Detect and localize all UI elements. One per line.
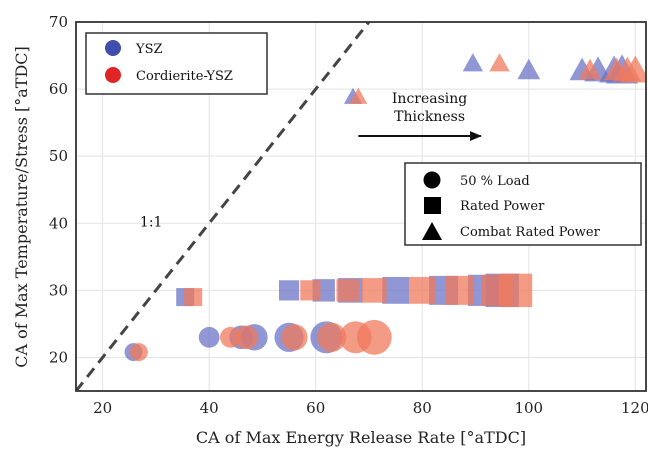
y-tick-label: 70: [49, 13, 68, 31]
legend-load: 50 % Load Rated Power Combat Rated Power: [404, 162, 642, 246]
cordierite-ysz-triangle-point: [620, 55, 646, 83]
cordierite-ysz-square-point: [498, 273, 533, 308]
x-tick-label: 40: [200, 399, 219, 417]
x-tick-label: 120: [621, 399, 648, 417]
x-tick-label: 80: [413, 399, 432, 417]
cordierite-ysz-square-point: [445, 275, 475, 305]
x-tick-label: 60: [306, 399, 325, 417]
axis-ticks: 20 40 60 80 100 120 20 30 40 50 60 70: [49, 13, 648, 417]
y-axis-label: CA of Max Temperature/Stress [°aTDC]: [12, 46, 31, 368]
ysz-triangle-point: [517, 58, 541, 80]
grid: [76, 21, 646, 391]
y-tick-label: 30: [49, 281, 68, 299]
y-tick-label: 50: [49, 147, 68, 165]
reference-line-label: 1:1: [140, 215, 163, 231]
cordierite-ysz-circle-point: [281, 324, 308, 351]
cordierite-ysz-circle-point: [234, 325, 259, 350]
cordierite-ysz-square-point: [184, 288, 203, 307]
x-tick-label: 100: [514, 399, 543, 417]
legend-circle-marker-icon: [423, 171, 441, 189]
cordierite-ysz-square-point: [300, 280, 321, 301]
cordierite-ysz-square-point: [362, 278, 387, 303]
arrow-annotation-line1: Increasing: [392, 91, 467, 107]
legend-cordierite-label: Cordierite-YSZ: [136, 69, 233, 84]
ysz-square-point: [382, 276, 410, 304]
cordierite-ysz-circle-point: [220, 326, 241, 348]
y-tick-label: 60: [49, 80, 68, 98]
one-to-one-line: [76, 22, 371, 391]
cordierite-ysz-circle-point: [129, 343, 148, 362]
arrow-annotation-line2: Thickness: [394, 109, 465, 125]
y-tick-label: 20: [49, 348, 68, 366]
legend-material: YSZ Cordierite-YSZ: [85, 32, 268, 95]
ysz-triangle-point: [462, 53, 484, 72]
y-tick-label: 40: [49, 214, 68, 232]
cordierite-ysz-square-point: [408, 276, 436, 304]
ysz-circle-point: [198, 326, 220, 348]
legend-combat-rated-label: Combat Rated Power: [460, 225, 601, 240]
legend-ysz-swatch: [105, 40, 121, 56]
cordierite-ysz-square-point: [336, 279, 359, 302]
x-tick-label: 20: [93, 399, 112, 417]
cordierite-ysz-circle-point: [317, 322, 347, 352]
legend-ysz-label: YSZ: [135, 42, 163, 57]
cordierite-ysz-circle-point: [356, 319, 392, 355]
reference-line-group: [76, 22, 371, 391]
legend-load-box: [404, 162, 642, 246]
legend-square-marker-icon: [424, 197, 441, 214]
cordierite-ysz-triangle-point: [489, 53, 510, 72]
data-marks: [124, 53, 646, 362]
ysz-square-point: [278, 280, 300, 301]
plot-frame: [75, 21, 647, 392]
legend-50-load-label: 50 % Load: [460, 174, 530, 189]
cordierite-ysz-triangle-point: [349, 87, 368, 104]
cordierite-ysz-triangle-point: [578, 58, 602, 80]
x-axis-label: CA of Max Energy Release Rate [°aTDC]: [196, 428, 526, 447]
legend-rated-power-label: Rated Power: [460, 199, 545, 214]
legend-cordierite-swatch: [105, 67, 121, 83]
legend-triangle-marker-icon: [422, 222, 442, 240]
